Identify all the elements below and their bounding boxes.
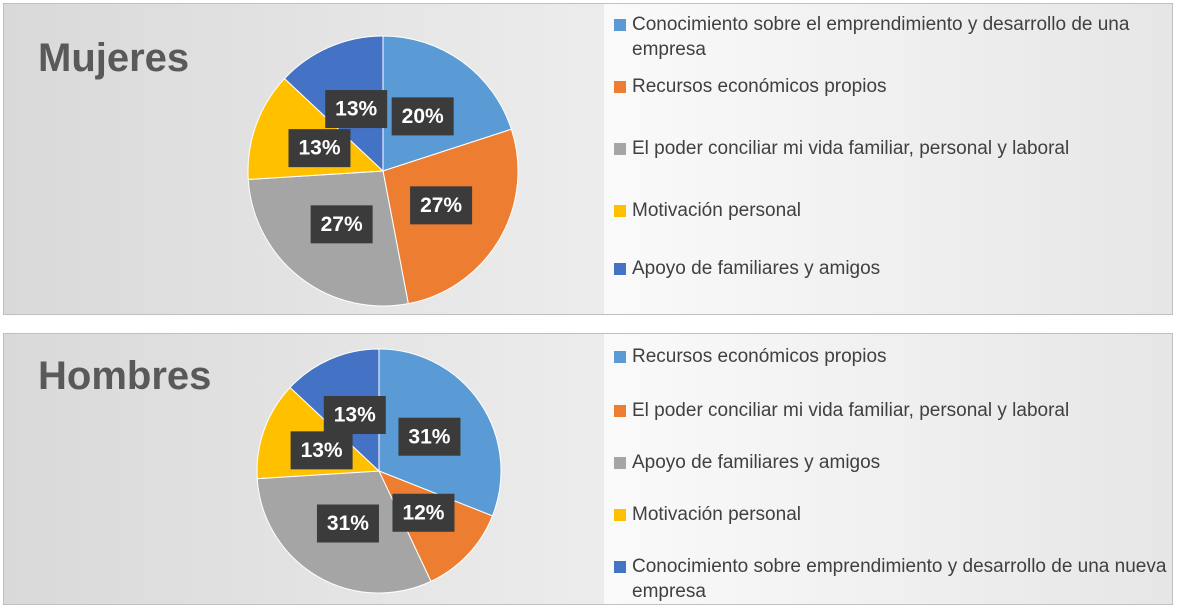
legend-label: El poder conciliar mi vida familiar, per… [632,400,1070,421]
label-box [410,186,473,225]
data-label: 13% [301,439,343,462]
chart-title: Hombres [38,354,212,398]
legend-item: Conocimiento sobre el emprendimiento y d… [612,12,1172,62]
legend-label: Conocimiento sobre el emprendimiento y d… [632,14,1130,60]
label-box [325,90,388,129]
legend-item: El poder conciliar mi vida familiar, per… [612,398,1172,423]
label-box [288,129,351,168]
data-label: 12% [402,501,444,524]
legend-label: Recursos económicos propios [632,346,887,367]
legend: Conocimiento sobre el emprendimiento y d… [604,4,1172,314]
legend-swatch [614,561,626,573]
label-box [323,396,386,435]
data-label: 13% [334,404,376,427]
label-box [316,504,379,543]
data-label: 27% [321,213,363,236]
data-label: 13% [335,98,377,121]
label-box [398,417,461,456]
legend-swatch [614,509,626,521]
data-label: 27% [420,194,462,217]
legend-label: El poder conciliar mi vida familiar, per… [632,138,1070,159]
pie-chart: 20% 27% 27% 13% 13% [247,35,519,307]
data-label: 31% [327,512,369,535]
legend-label: Apoyo de familiares y amigos [632,452,881,473]
label-box [391,97,454,136]
chart-panel: 31% 12% 31% 13% 13% Hombres Recursos económico… [3,333,1173,605]
legend-swatch [614,19,626,31]
legend-swatch [614,263,626,275]
chart-panel: 20% 27% 27% 13% 13% Mujeres Conocimiento sobre… [3,3,1173,315]
legend-item: El poder conciliar mi vida familiar, per… [612,136,1172,161]
legend-swatch [614,143,626,155]
legend-label: Recursos económicos propios [632,76,887,97]
legend-item: Recursos económicos propios [612,74,1172,99]
legend-label: Conocimiento sobre emprendimiento y desa… [632,556,1167,602]
data-label: 31% [408,425,450,448]
legend-label: Apoyo de familiares y amigos [632,258,881,279]
legend-item: Motivación personal [612,502,1172,527]
legend-swatch [614,457,626,469]
data-label: 13% [298,137,340,160]
data-label: 20% [402,105,444,128]
legend-swatch [614,405,626,417]
legend-swatch [614,205,626,217]
label-box [392,493,455,532]
pie-chart: 31% 12% 31% 13% 13% [256,348,502,594]
legend-swatch [614,81,626,93]
legend-label: Motivación personal [632,504,801,525]
legend-swatch [614,351,626,363]
label-box [310,205,373,244]
label-box [290,431,353,470]
legend-label: Motivación personal [632,200,801,221]
legend-item: Apoyo de familiares y amigos [612,256,1172,281]
chart-title: Mujeres [38,36,190,80]
legend-item: Recursos económicos propios [612,344,1172,369]
legend-item: Motivación personal [612,198,1172,223]
legend: Recursos económicos propios El poder conc… [604,334,1172,604]
legend-item: Apoyo de familiares y amigos [612,450,1172,475]
legend-item: Conocimiento sobre emprendimiento y desa… [612,554,1172,604]
